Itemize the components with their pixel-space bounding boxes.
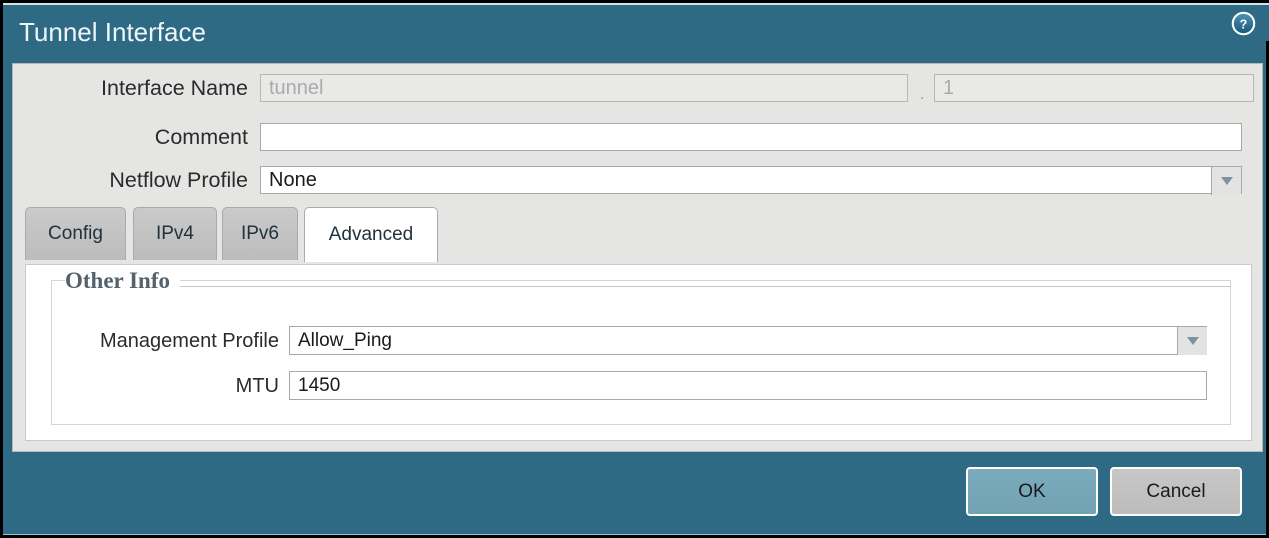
svg-text:?: ? [1240,17,1248,31]
